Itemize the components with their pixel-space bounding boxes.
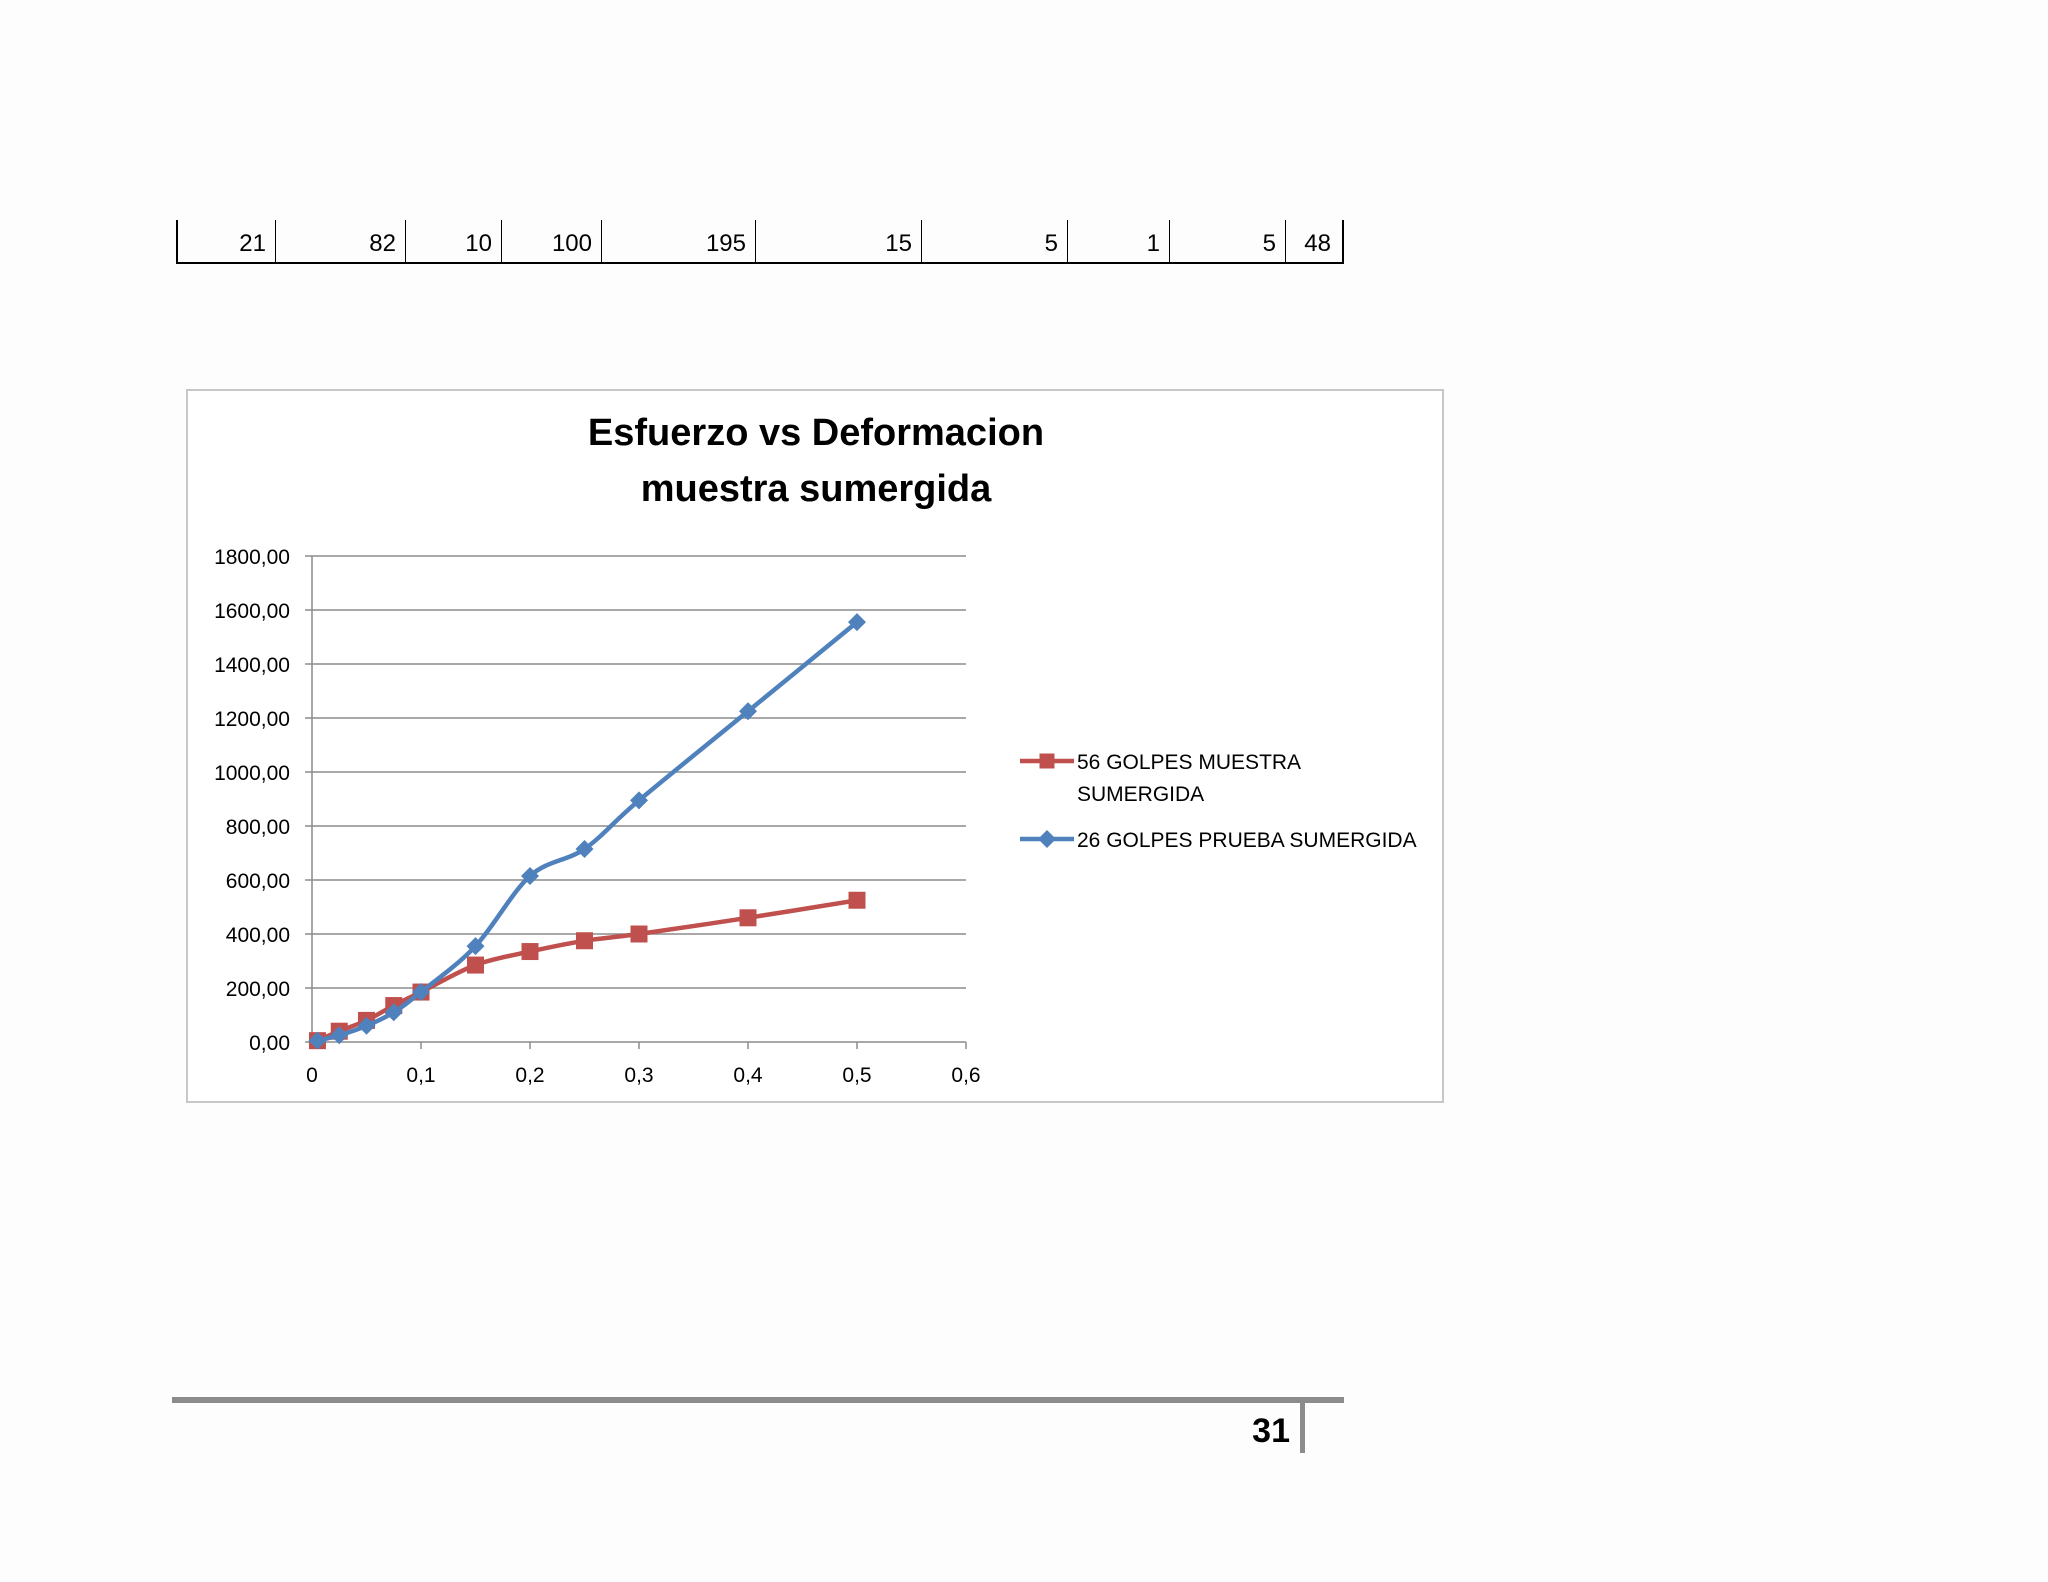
- y-tick-label: 1800,00: [214, 546, 290, 569]
- chart-container: 0,00 200,00 400,00 600,00 800,00 1000,00 1200,…: [186, 389, 1444, 1103]
- chart-text: Esfuerzo vs Deformacion muestra sumergid…: [588, 412, 1044, 510]
- series-line: [315, 898, 860, 1043]
- table-cell: 195: [602, 220, 756, 262]
- data-point: [521, 866, 539, 885]
- page-number: 31: [1252, 1412, 1290, 1450]
- x-tick-label: 0,5: [842, 1064, 871, 1087]
- table-cell: 10: [406, 220, 502, 262]
- table-cell: 48: [1304, 230, 1331, 257]
- legend-label: 26 GOLPES PRUEBA SUMERGIDA: [1077, 829, 1417, 852]
- x-tick-label: 0,2: [515, 1064, 544, 1087]
- chart-svg: 0,00 200,00 400,00 600,00 800,00 1000,00 1200,…: [214, 412, 1417, 1087]
- data-point: [384, 1003, 403, 1022]
- data-point: [576, 932, 593, 950]
- chart-title-line-2: muestra sumergida: [641, 468, 992, 510]
- y-tick-label: 1000,00: [214, 762, 290, 785]
- series-line: [315, 619, 860, 1043]
- x-tick-label: 0,1: [406, 1064, 435, 1087]
- data-point: [630, 791, 648, 810]
- data-point: [739, 909, 757, 927]
- data-point: [521, 943, 539, 961]
- table-cell: 21: [178, 220, 276, 262]
- x-tick-label: 0,6: [951, 1064, 980, 1087]
- chart-gridlines: [312, 555, 966, 989]
- data-table-row: 21 82 10 100 195 15 5 1 5 48: [176, 220, 1344, 264]
- y-tick-label: 200,00: [226, 978, 290, 1001]
- y-tick-label: 600,00: [226, 870, 290, 893]
- data-point: [848, 891, 866, 909]
- legend-label: SUMERGIDA: [1077, 783, 1204, 806]
- footer-rule: [172, 1397, 1344, 1403]
- chart-legend: 56 GOLPES MUESTRA SUMERGIDA 26 GOLPES PRUE…: [1020, 751, 1417, 852]
- table-cell: 5: [1170, 220, 1286, 262]
- x-tick-label: 0,3: [624, 1064, 653, 1087]
- table-cell: 15: [756, 220, 922, 262]
- y-tick-label: 1600,00: [214, 600, 290, 623]
- chart-title-line-1: Esfuerzo vs Deformacion: [588, 412, 1044, 454]
- data-point: [467, 956, 484, 974]
- legend-marker: [1038, 830, 1056, 848]
- chart-series: [308, 613, 866, 1050]
- legend-label: 56 GOLPES MUESTRA: [1077, 751, 1301, 774]
- data-point: [848, 613, 866, 632]
- table-cell: 82: [276, 220, 406, 262]
- y-tick-label: 0,00: [249, 1032, 290, 1055]
- data-point: [739, 702, 757, 721]
- x-tick-label: 0: [306, 1064, 318, 1087]
- data-point: [308, 1031, 327, 1050]
- table-cell: 5: [922, 220, 1068, 262]
- table-cell: 1: [1068, 220, 1170, 262]
- data-point: [575, 839, 594, 858]
- legend-marker: [1039, 753, 1055, 769]
- data-point: [412, 983, 430, 1002]
- data-point: [630, 925, 648, 943]
- y-tick-label: 400,00: [226, 924, 290, 947]
- data-point: [466, 937, 485, 956]
- y-tick-label: 1400,00: [214, 654, 290, 677]
- legend-entry-1: 56 GOLPES MUESTRA SUMERGIDA: [1020, 751, 1301, 806]
- chart-axes: 0,00 200,00 400,00 600,00 800,00 1000,00 1200,…: [214, 546, 981, 1087]
- data-point: [330, 1026, 349, 1045]
- x-tick-label: 0,4: [733, 1064, 763, 1087]
- data-point: [357, 1016, 376, 1035]
- y-tick-label: 800,00: [226, 816, 290, 839]
- footer-divider: [1300, 1403, 1305, 1453]
- legend-entry-2: 26 GOLPES PRUEBA SUMERGIDA: [1020, 829, 1417, 852]
- y-tick-label: 1200,00: [214, 708, 290, 731]
- table-cell: 100: [502, 220, 602, 262]
- series-1: [308, 891, 866, 1050]
- series-2: [308, 613, 866, 1050]
